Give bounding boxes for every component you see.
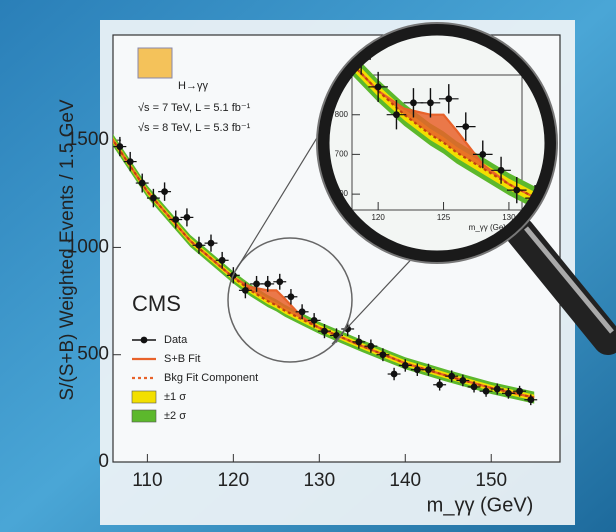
data-point [459,377,467,384]
inset-frame [351,74,523,211]
data-point [116,143,124,150]
data-point [355,338,363,346]
annotation: √s = 8 TeV, L = 5.3 fb⁻¹ [138,122,251,134]
data-point [462,123,470,131]
y-tick-label: 1000 [67,236,109,257]
y-tick-label: 0 [98,451,109,472]
y-tick-label: 500 [77,344,109,365]
zoom-line [331,249,421,345]
data-point [390,370,398,378]
legend-marker [131,390,157,404]
data-point [374,83,382,91]
data-point [150,194,157,202]
data-point [505,389,512,397]
data-point [493,385,501,393]
annotation: √s = 7 TeV, L = 5.1 fb⁻¹ [138,102,251,114]
x-tick-label: 120 [371,213,385,222]
data-point [401,362,409,369]
data-point [138,179,146,187]
data-point [264,280,272,288]
data-point [516,387,523,395]
data-point [207,239,215,247]
x-tick-label: 140 [389,470,421,491]
data-point [497,166,505,174]
y-tick-label: 1500 [67,129,109,150]
plot-area [113,134,538,406]
magnifier-handle [505,217,616,355]
data-point [413,366,421,374]
data-point [276,278,284,286]
data-point [253,280,260,288]
data-point [161,188,168,196]
data-point [479,151,487,158]
data-point [482,387,490,395]
data-point [183,213,191,221]
x-axis-label: m_γγ (GeV) [427,494,534,516]
legend-marker [140,336,148,344]
x-tick-label: 130 [502,213,516,222]
data-point [393,111,400,119]
fit-line [113,138,535,399]
subtitle: H→γγ [178,80,208,92]
data-point [470,383,478,391]
x-tick-label: 150 [475,470,507,491]
x-tick-label: 110 [132,470,162,491]
zoom-region [227,237,353,363]
data-point [445,95,453,103]
legend-label: ±1 σ [164,391,186,403]
data-point [527,396,535,404]
legend-label: Bkg Fit Component [164,372,258,384]
lens-rim [316,22,558,264]
y-axis-label: S/(S+B) Weighted Events / 1.5 GeV [57,99,78,400]
data-point [172,216,180,223]
data-point [321,327,328,335]
legend-label: ±2 σ [164,410,186,422]
chart-title: CMS [132,291,181,316]
data-point [425,366,432,374]
data-point [448,372,456,380]
x-tick-label: 125 [437,213,451,222]
data-point [218,256,226,264]
legend-label: S+B Fit [164,353,200,365]
data-point [379,351,387,359]
data-point [126,158,134,165]
inset-x-label: m_γγ (GeV) [469,223,512,232]
data-point [195,241,203,249]
data-point [410,99,417,107]
data-point [367,342,375,350]
x-tick-label: 120 [217,470,249,491]
data-point [427,99,434,107]
cms-logo [137,47,173,79]
data-point [310,316,318,324]
y-tick-label: 700 [335,150,349,159]
x-tick-label: 130 [303,470,335,491]
legend-label: Data [164,334,188,346]
magnifier-handle-shine [524,226,614,334]
data-point [287,293,295,301]
data-point [436,381,444,389]
y-tick-label: 800 [335,110,349,119]
legend-marker [131,409,157,423]
data-point [241,286,249,294]
data-point [513,186,521,194]
data-point [298,308,306,316]
lens-rim-edge [316,22,558,264]
